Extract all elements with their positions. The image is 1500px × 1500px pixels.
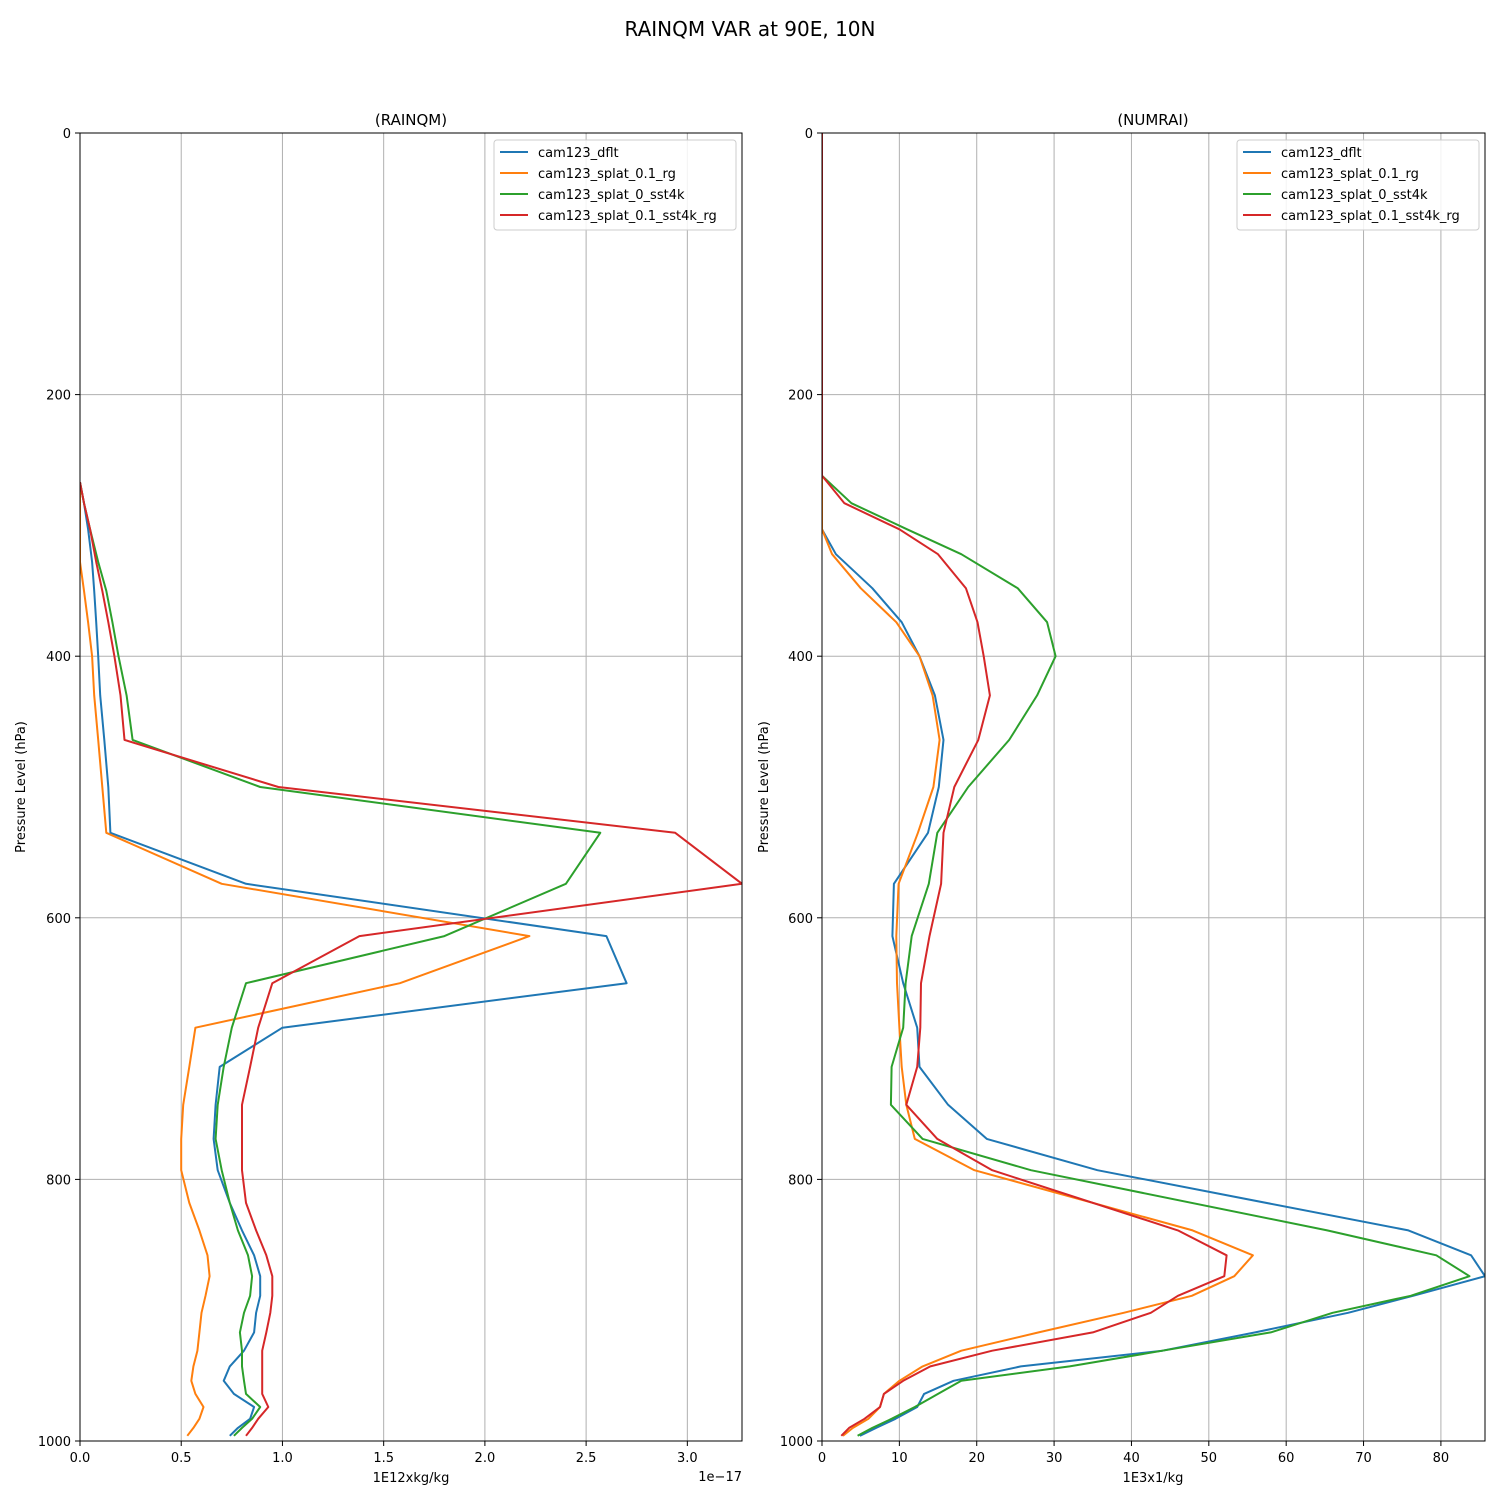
y-tick-label: 600 — [46, 912, 71, 927]
x-tick-label: 2.5 — [576, 1451, 597, 1466]
x-tick-label: 1.5 — [373, 1451, 394, 1466]
legend-label: cam123_splat_0.1_rg — [1281, 167, 1419, 182]
x-tick-label: 0 — [818, 1451, 826, 1466]
y-tick-label: 1000 — [38, 1435, 71, 1450]
y-axis-label: Pressure Level (hPa) — [757, 721, 772, 853]
x-tick-label: 60 — [1278, 1451, 1295, 1466]
legend-label: cam123_splat_0.1_rg — [538, 167, 676, 182]
rainqm-panel: 0.0 0.5 1.0 1.5 2.0 2.5 3.0 0 200 400 600 800 1000 (… — [14, 111, 743, 1486]
y-axis-label: Pressure Level (hPa) — [14, 721, 29, 853]
x-tick-label: 70 — [1355, 1451, 1372, 1466]
x-tick-label: 80 — [1433, 1451, 1450, 1466]
plot-frame — [821, 132, 1486, 1442]
plot-frame — [79, 132, 743, 1442]
y-tick-label: 1000 — [780, 1435, 813, 1450]
x-tick-label: 1.0 — [272, 1451, 293, 1466]
series-line-cam123-dflt — [80, 482, 628, 1437]
x-tick-label: 30 — [1046, 1451, 1063, 1466]
x-tick-label: 0.0 — [70, 1451, 91, 1466]
y-tick-label: 400 — [788, 650, 813, 665]
x-tick-label: 3.0 — [677, 1451, 698, 1466]
x-tick-label: 20 — [968, 1451, 985, 1466]
series-line-cam123-splat-0-1-rg — [80, 482, 531, 1437]
figure-suptitle: RAINQM VAR at 90E, 10N — [625, 17, 876, 41]
legend-label: cam123_splat_0_sst4k — [538, 188, 685, 203]
series-line-cam123-splat-0-1-sst4k-rg — [80, 482, 742, 1437]
y-tick-label: 200 — [46, 389, 71, 404]
y-tick-label: 600 — [788, 912, 813, 927]
y-tick-label: 800 — [788, 1173, 813, 1188]
x-tick-label: 2.0 — [475, 1451, 496, 1466]
x-axis-label: 1E12xkg/kg — [373, 1471, 450, 1486]
series-line-cam123-splat-0-1-rg — [822, 133, 1254, 1437]
y-tick-label: 800 — [46, 1173, 71, 1188]
series-line-cam123-splat-0-1-sst4k-rg — [822, 133, 1228, 1437]
x-tick-label: 10 — [891, 1451, 908, 1466]
y-tick-label: 200 — [788, 389, 813, 404]
x-axis-label: 1E3x1/kg — [1123, 1471, 1184, 1486]
x-tick-label: 0.5 — [171, 1451, 192, 1466]
legend-label: cam123_dflt — [1281, 146, 1362, 161]
y-tick-label: 0 — [805, 127, 813, 142]
series-line-cam123-splat-0-sst4k — [822, 133, 1471, 1437]
legend-label: cam123_splat_0.1_sst4k_rg — [1281, 209, 1460, 224]
x-tick-label: 50 — [1201, 1451, 1218, 1466]
legend-box — [1236, 139, 1480, 231]
legend-label: cam123_splat_0_sst4k — [1281, 188, 1428, 203]
panel-title: (NUMRAI) — [1117, 111, 1188, 129]
series-line-cam123-splat-0-sst4k — [80, 482, 602, 1437]
series-line-cam123-dflt — [822, 133, 1485, 1437]
x-tick-label: 40 — [1123, 1451, 1140, 1466]
y-tick-label: 400 — [46, 650, 71, 665]
legend-box — [493, 139, 737, 231]
legend-label: cam123_splat_0.1_sst4k_rg — [538, 209, 717, 224]
panel-title: (RAINQM) — [375, 111, 447, 129]
x-offset-text: 1e−17 — [698, 1470, 742, 1485]
y-tick-label: 0 — [63, 127, 71, 142]
legend-label: cam123_dflt — [538, 146, 619, 161]
